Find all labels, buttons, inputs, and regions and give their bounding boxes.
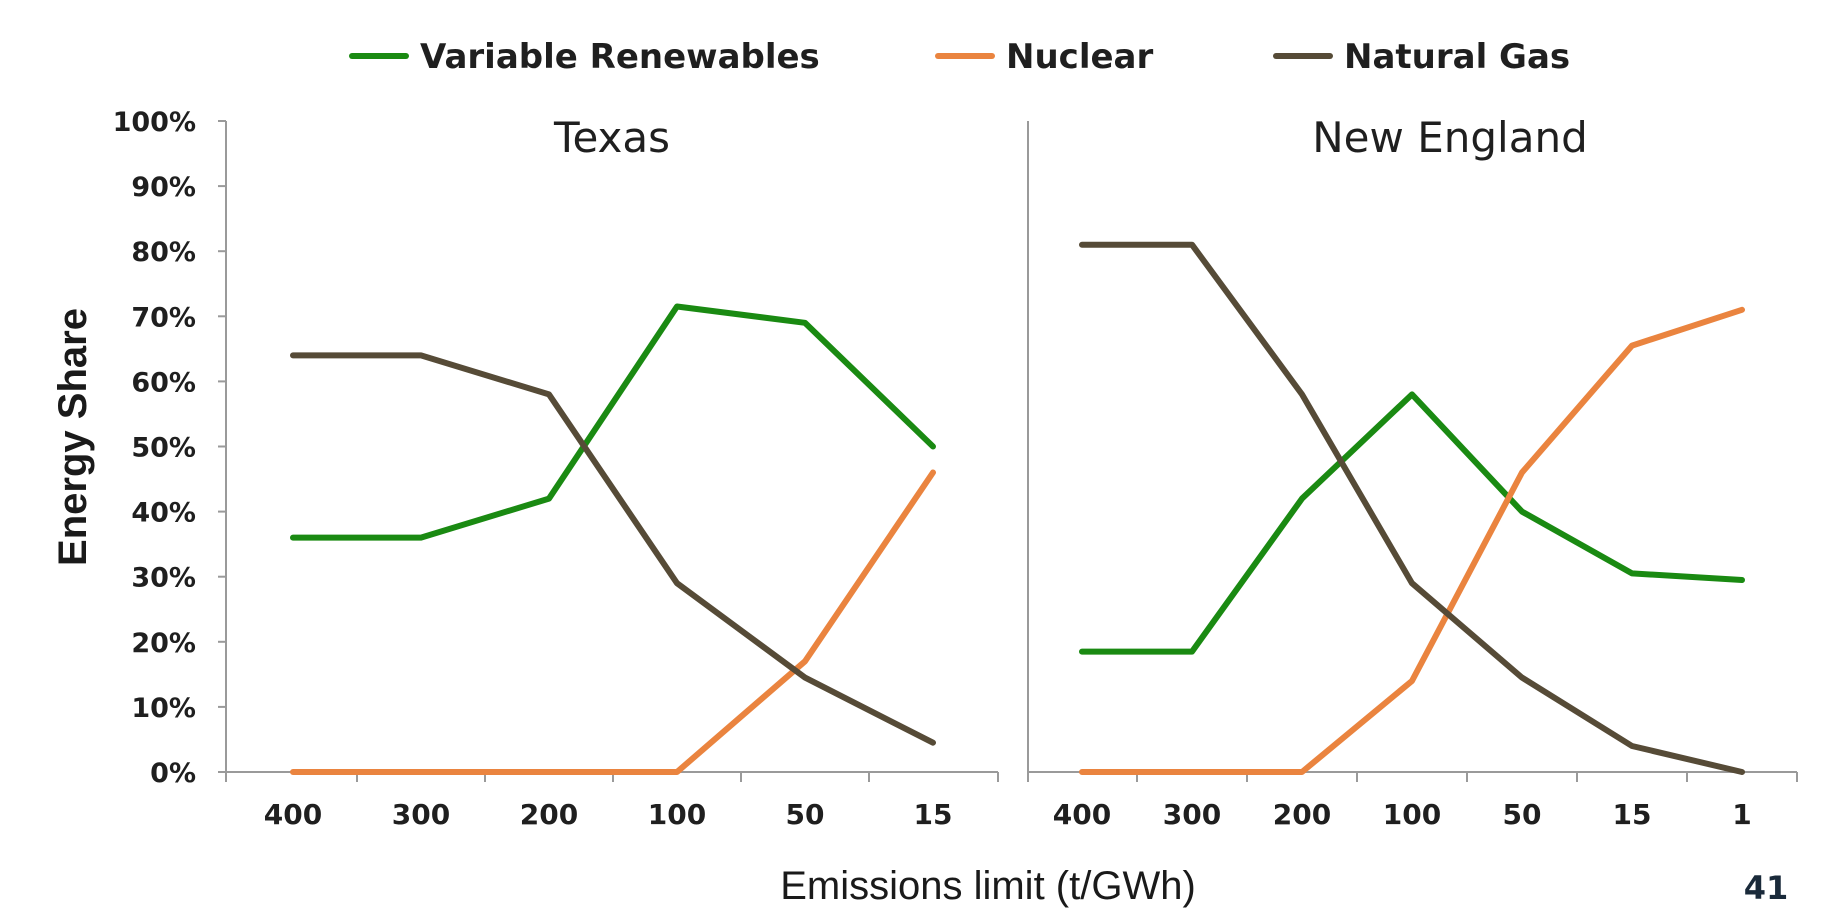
series-lines bbox=[290, 241, 1745, 775]
x-tick-label: 200 bbox=[520, 798, 578, 831]
legend-item-variable-renewables: Variable Renewables bbox=[349, 37, 820, 77]
y-tick-label: 90% bbox=[131, 172, 196, 203]
x-tick-label: 300 bbox=[392, 798, 450, 831]
series-line-variable-renewables-new-england bbox=[1079, 391, 1745, 655]
legend-item-natural-gas: Natural Gas bbox=[1273, 37, 1570, 77]
page-number: 41 bbox=[1744, 869, 1789, 907]
y-tick-label: 20% bbox=[131, 628, 196, 659]
series-line-natural-gas-new-england bbox=[1079, 241, 1745, 775]
series-line-variable-renewables-texas bbox=[290, 303, 936, 541]
panel-series-texas bbox=[290, 303, 936, 775]
x-tick-label: 1 bbox=[1732, 798, 1751, 831]
y-tick-label: 50% bbox=[131, 433, 196, 464]
x-tick-label: 15 bbox=[914, 798, 953, 831]
panel-title-texas: Texas bbox=[553, 113, 670, 162]
series-line-nuclear-texas bbox=[290, 469, 936, 775]
x-tick-label: 300 bbox=[1163, 798, 1221, 831]
y-tick-label: 80% bbox=[131, 237, 196, 268]
x-tick-label: 15 bbox=[1613, 798, 1652, 831]
x-tick-label: 400 bbox=[1053, 798, 1111, 831]
x-tick-label: 50 bbox=[1503, 798, 1542, 831]
chart-text: Energy Share Emissions limit (t/GWh) 41 bbox=[51, 308, 1788, 908]
y-tick-label: 0% bbox=[150, 758, 196, 789]
legend: Variable Renewables Nuclear Natural Gas bbox=[349, 37, 1570, 77]
x-axis-title: Emissions limit (t/GWh) bbox=[780, 864, 1196, 908]
y-tick-label: 10% bbox=[131, 693, 196, 724]
legend-label-nuclear: Nuclear bbox=[1006, 37, 1153, 77]
y-tick-label: 100% bbox=[113, 107, 196, 138]
y-tick-label: 70% bbox=[131, 302, 196, 333]
series-line-nuclear-new-england bbox=[1079, 306, 1745, 775]
axes: 0% 10% 20% 30% 40% 50% 60% 70% 80% 90% 100% 400 300 2… bbox=[113, 107, 1798, 831]
x-tick-label: 100 bbox=[648, 798, 706, 831]
x-tick-label: 400 bbox=[264, 798, 322, 831]
series-line-natural-gas-texas bbox=[290, 352, 936, 746]
x-tick-label: 100 bbox=[1383, 798, 1441, 831]
y-tick-label: 40% bbox=[131, 498, 196, 529]
y-axis-title: Energy Share bbox=[51, 308, 95, 566]
x-tick-label: 200 bbox=[1273, 798, 1331, 831]
legend-label-variable-renewables: Variable Renewables bbox=[420, 37, 820, 77]
legend-item-nuclear: Nuclear bbox=[935, 37, 1153, 77]
panel-new-england: 400 300 200 100 50 15 1 New England bbox=[1027, 113, 1798, 831]
panel-series-new-england bbox=[1079, 241, 1745, 775]
panel-title-new-england: New England bbox=[1312, 113, 1587, 162]
y-tick-label: 30% bbox=[131, 563, 196, 594]
y-tick-label: 60% bbox=[131, 367, 196, 398]
legend-label-natural-gas: Natural Gas bbox=[1344, 37, 1570, 77]
x-tick-label: 50 bbox=[786, 798, 825, 831]
panel-texas: 400 300 200 100 50 15 Texas bbox=[225, 113, 999, 831]
